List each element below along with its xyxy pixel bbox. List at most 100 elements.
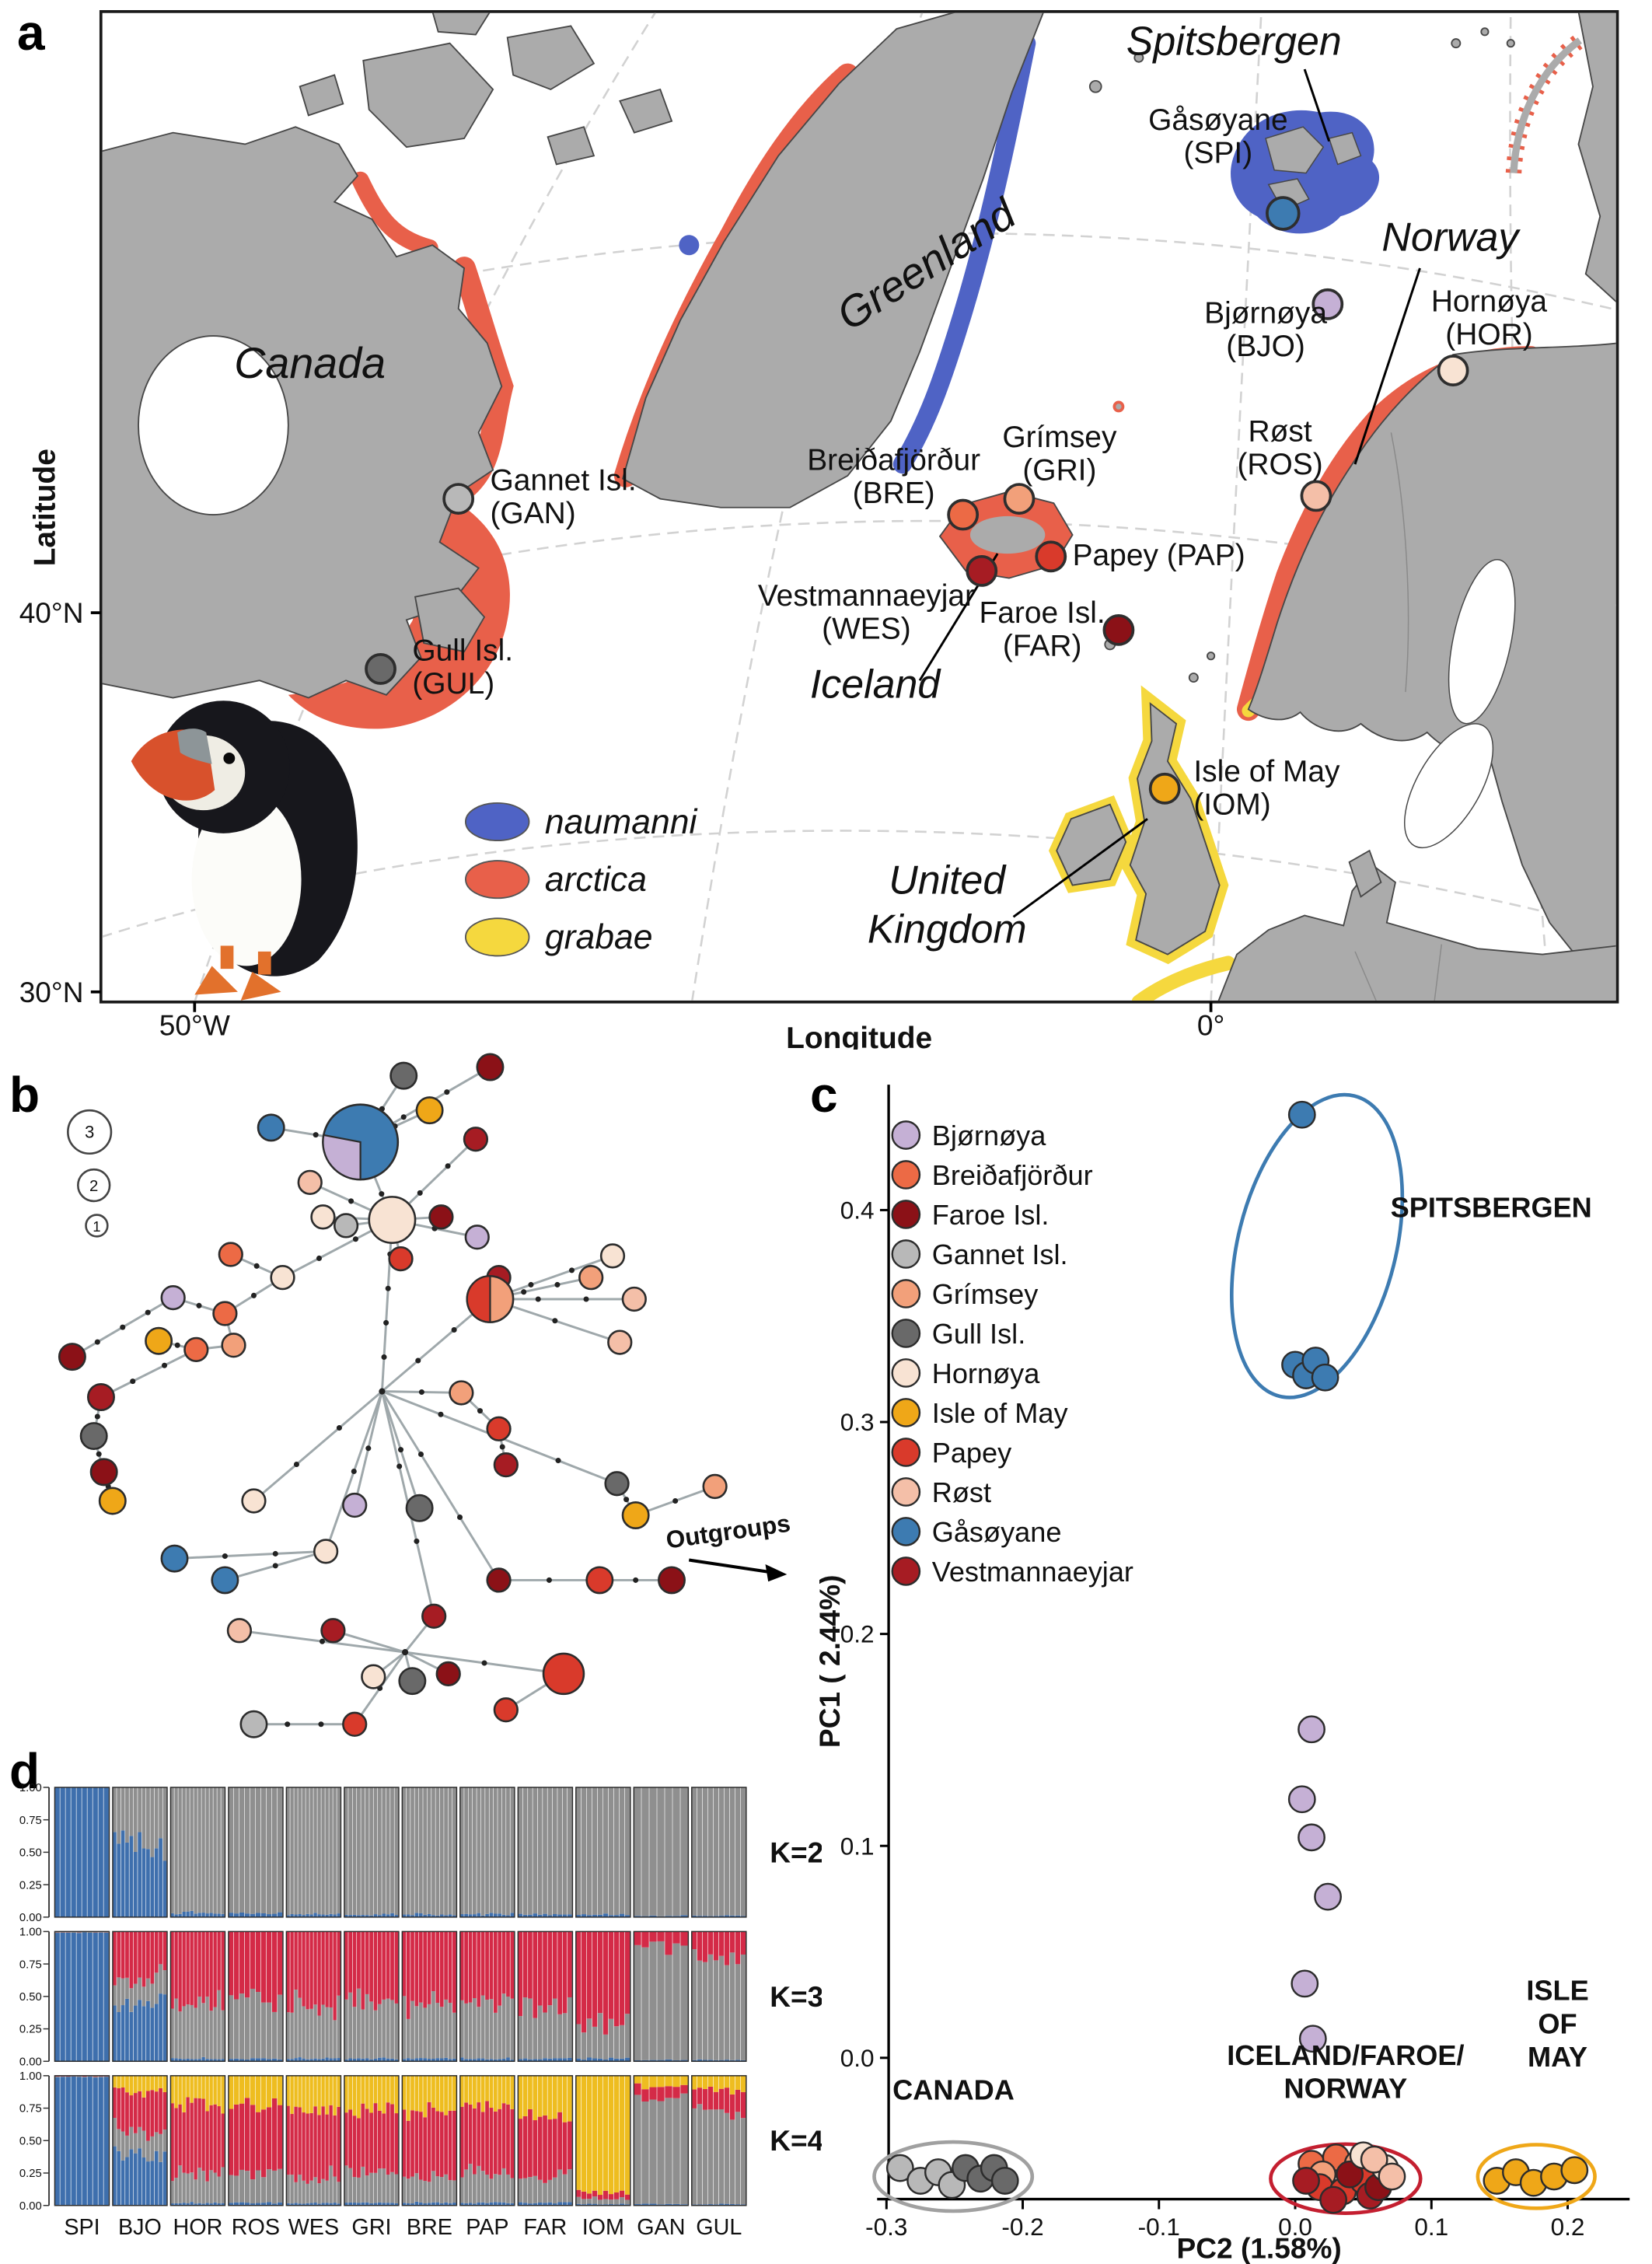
adm-bar-segment	[609, 2076, 613, 2194]
adm-bar-segment	[641, 1787, 648, 1916]
adm-bar-segment	[93, 1787, 97, 1917]
adm-bar-segment	[201, 2057, 204, 2061]
site-marker-IOM	[1151, 774, 1179, 803]
haplotype-node	[271, 1266, 295, 1289]
adm-bar-segment	[382, 1787, 386, 1914]
pca-point-BJO	[1289, 1787, 1315, 1812]
adm-bar-segment	[205, 2076, 208, 2112]
adm-bar-segment	[714, 1931, 718, 1960]
adm-bar-segment	[523, 2116, 528, 2178]
adm-bar-segment	[194, 2076, 197, 2098]
adm-bar-segment	[543, 1931, 547, 2012]
adm-bar-segment	[518, 2076, 522, 2119]
adm-bar-segment	[150, 1983, 154, 2007]
adm-bar-segment	[490, 1913, 494, 1917]
mutation-step-dot	[418, 1452, 424, 1457]
adm-bar-segment	[614, 2192, 619, 2199]
mutation-step-dot	[396, 1463, 402, 1469]
adm-bar-segment	[117, 1977, 120, 2012]
adm-bar-segment	[365, 2109, 369, 2175]
adm-bar-segment	[435, 1787, 439, 1916]
adm-bar-segment	[568, 1997, 572, 2058]
adm-bar-segment	[419, 2180, 423, 2203]
adm-bar-segment	[464, 2169, 468, 2203]
adm-bar-segment	[625, 2195, 630, 2200]
adm-bar-segment	[543, 2076, 547, 2116]
size-legend-number: 3	[85, 1122, 94, 1141]
adm-bar-segment	[325, 1787, 328, 1915]
adm-bar-segment	[390, 2172, 394, 2203]
adm-bar-segment	[419, 2112, 423, 2179]
adm-bar-segment	[159, 1964, 162, 1993]
adm-bar-segment	[290, 2013, 293, 2060]
site-label-GRI: Grímsey	[1002, 421, 1117, 454]
adm-bar-segment	[205, 2182, 208, 2203]
pca-point-SPI	[1289, 1102, 1315, 1127]
haplotype-node	[494, 1698, 518, 1721]
adm-bar-segment	[735, 2090, 740, 2112]
franz-josef-3	[1507, 40, 1514, 47]
adm-bar-segment	[353, 2116, 357, 2177]
cluster-label: ISLE	[1526, 1975, 1588, 2007]
adm-bar-segment	[395, 1787, 399, 1915]
adm-bar-segment	[306, 1931, 309, 2009]
adm-bar-segment	[415, 1787, 419, 1913]
adm-bar-segment	[378, 2076, 382, 2111]
adm-bar-segment	[182, 2173, 185, 2203]
haplotype-node	[314, 1540, 337, 1563]
pca-legend-label: Gannet Isl.	[932, 1239, 1068, 1270]
adm-bar-segment	[125, 2157, 129, 2205]
adm-bar-segment	[592, 1931, 597, 2027]
adm-bar-segment	[587, 2193, 592, 2199]
adm-bar-segment	[138, 1978, 141, 2000]
adm-bar-segment	[697, 2088, 702, 2104]
country-label: Norway	[1381, 215, 1521, 260]
adm-bar-segment	[485, 2000, 489, 2060]
mutation-step-dot	[528, 1282, 533, 1287]
adm-bar-segment	[440, 2076, 444, 2112]
adm-bar-segment	[298, 1931, 301, 1997]
pca-legend-label: Bjørnøya	[932, 1120, 1047, 1151]
adm-bar-segment	[506, 2175, 510, 2203]
adm-bar-segment	[186, 2004, 189, 2059]
mutation-step-dot	[254, 1263, 260, 1269]
adm-bar-segment	[245, 2076, 250, 2098]
adm-bar-segment	[708, 1955, 713, 2060]
adm-bar-segment	[159, 1931, 162, 1964]
adm-bar-segment	[620, 2076, 624, 2191]
adm-bar-segment	[665, 1931, 672, 1955]
adm-bar-segment	[182, 1912, 185, 1917]
adm-k-label: K=2	[770, 1836, 822, 1868]
adm-bar-segment	[692, 1931, 697, 1949]
haplotype-node	[334, 1214, 358, 1238]
adm-bar-segment	[217, 1787, 220, 1913]
adm-bar-segment	[719, 2076, 724, 2089]
adm-bar-segment	[309, 2009, 313, 2059]
adm-bar-segment	[407, 1787, 410, 1915]
mutation-step-dot	[120, 1325, 125, 1330]
adm-bar-segment	[205, 2111, 208, 2181]
adm-bar-segment	[337, 2182, 340, 2203]
adm-bar-segment	[464, 1787, 468, 1914]
adm-bar-segment	[117, 1843, 120, 1916]
mutation-step-dot	[477, 1408, 483, 1413]
adm-bar-segment	[309, 2113, 313, 2181]
adm-bar-segment	[245, 2098, 250, 2171]
adm-bar-segment	[410, 2177, 414, 2203]
adm-pop-label-FAR: FAR	[523, 2215, 567, 2240]
haplotype-node	[601, 1245, 624, 1268]
adm-bar-segment	[333, 1787, 336, 1915]
adm-bar-segment	[741, 1955, 746, 2060]
adm-bar-segment	[378, 1787, 382, 1915]
adm-bar-segment	[197, 1997, 201, 2059]
mutation-step-dot	[273, 1551, 278, 1556]
mutation-step-dot	[273, 1563, 278, 1568]
pca-point-BJO	[1315, 1884, 1340, 1909]
adm-bar-segment	[703, 2076, 707, 2089]
adm-bar-segment	[290, 2076, 293, 2114]
adm-bar-segment	[620, 2191, 624, 2197]
adm-bar-segment	[329, 2076, 332, 2105]
adm-bar-segment	[329, 2165, 332, 2203]
haplotype-node	[243, 1490, 266, 1513]
adm-bar-segment	[419, 1787, 423, 1913]
